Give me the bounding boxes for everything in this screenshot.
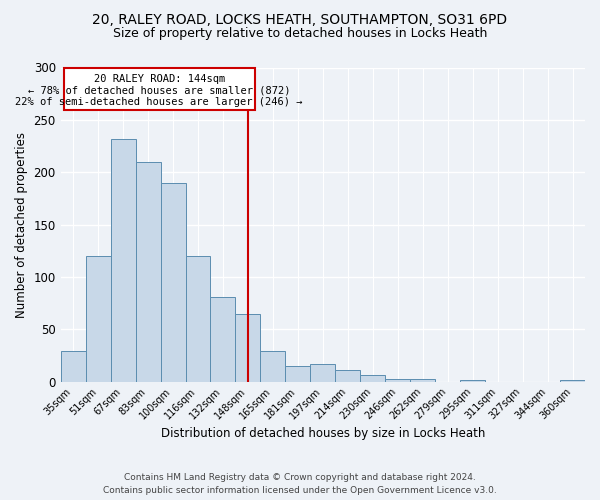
Bar — [161, 182, 185, 382]
Bar — [460, 380, 485, 382]
Bar — [61, 352, 86, 382]
Bar — [185, 256, 211, 382]
Y-axis label: Number of detached properties: Number of detached properties — [15, 132, 28, 318]
X-axis label: Distribution of detached houses by size in Locks Heath: Distribution of detached houses by size … — [161, 427, 485, 440]
Text: 20, RALEY ROAD, LOCKS HEATH, SOUTHAMPTON, SO31 6PD: 20, RALEY ROAD, LOCKS HEATH, SOUTHAMPTON… — [92, 12, 508, 26]
Bar — [385, 378, 410, 382]
Bar — [136, 162, 161, 382]
Text: 20 RALEY ROAD: 144sqm: 20 RALEY ROAD: 144sqm — [94, 74, 225, 84]
Text: ← 78% of detached houses are smaller (872): ← 78% of detached houses are smaller (87… — [28, 85, 290, 95]
Bar — [335, 370, 360, 382]
Bar — [310, 364, 335, 382]
Text: Contains HM Land Registry data © Crown copyright and database right 2024.
Contai: Contains HM Land Registry data © Crown c… — [103, 474, 497, 495]
Bar — [235, 314, 260, 382]
Bar — [86, 256, 110, 382]
Bar — [286, 366, 310, 382]
Text: 22% of semi-detached houses are larger (246) →: 22% of semi-detached houses are larger (… — [16, 96, 303, 106]
Bar — [211, 297, 235, 382]
Bar — [360, 376, 385, 382]
Bar — [560, 380, 585, 382]
Text: Size of property relative to detached houses in Locks Heath: Size of property relative to detached ho… — [113, 28, 487, 40]
Bar — [110, 138, 136, 382]
Bar — [410, 378, 435, 382]
Bar — [260, 352, 286, 382]
